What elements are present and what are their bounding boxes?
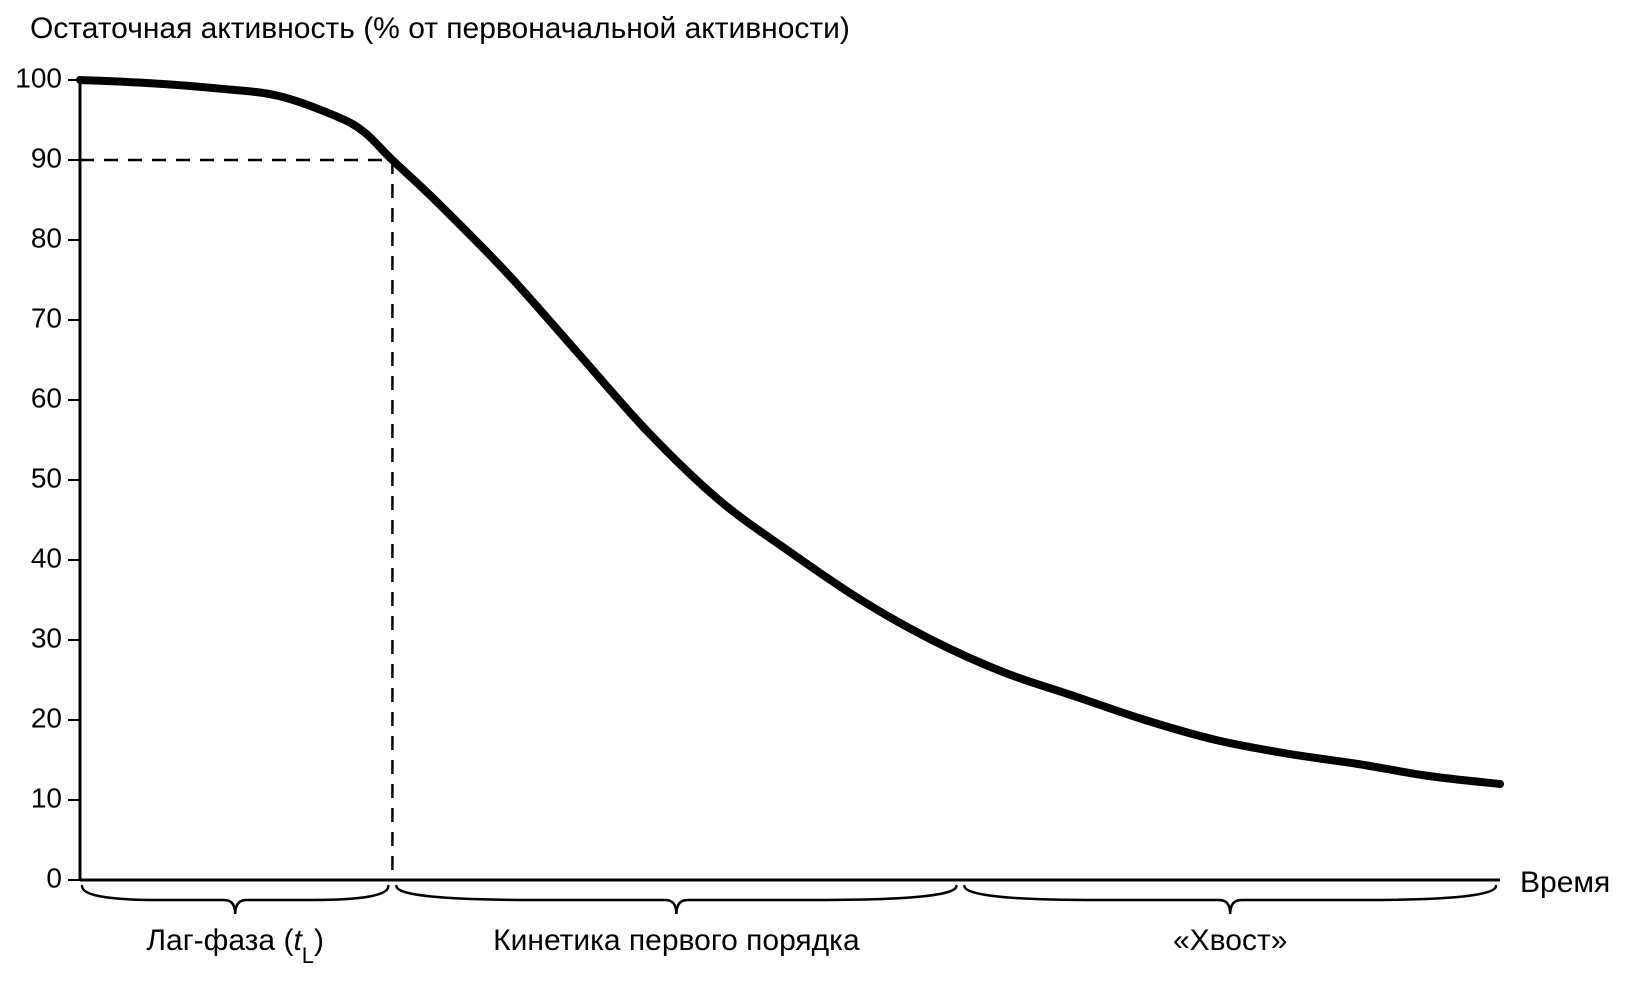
y-tick-label: 70 (31, 302, 62, 333)
y-tick-label: 60 (31, 382, 62, 413)
y-tick-label: 20 (31, 702, 62, 733)
y-tick-label: 90 (31, 142, 62, 173)
y-axis-title: Остаточная активность (% от первоначальн… (30, 12, 850, 45)
phase-brace (396, 886, 956, 914)
phase-brace (82, 886, 388, 914)
y-axis: 0 10 20 30 40 50 60 70 80 90 100 (15, 62, 80, 893)
phase-brace (964, 886, 1496, 914)
phase-label: Кинетика первого порядка (493, 924, 860, 957)
phase-label: Лаг-фаза (tL) (146, 924, 324, 968)
x-axis-label: Время (1520, 866, 1610, 899)
y-tick-label: 50 (31, 462, 62, 493)
activity-decay-chart: Остаточная активность (% от первоначальн… (0, 0, 1648, 992)
activity-curve (80, 80, 1500, 784)
phase-braces: Лаг-фаза (tL) Кинетика первого порядка «Хв… (82, 886, 1496, 968)
y-tick-label: 30 (31, 622, 62, 653)
y-tick-label: 40 (31, 542, 62, 573)
y-tick-label: 100 (15, 62, 62, 93)
y-tick-label: 10 (31, 782, 62, 813)
y-tick-label: 0 (46, 862, 62, 893)
phase-label: «Хвост» (1173, 924, 1287, 957)
y-tick-label: 80 (31, 222, 62, 253)
